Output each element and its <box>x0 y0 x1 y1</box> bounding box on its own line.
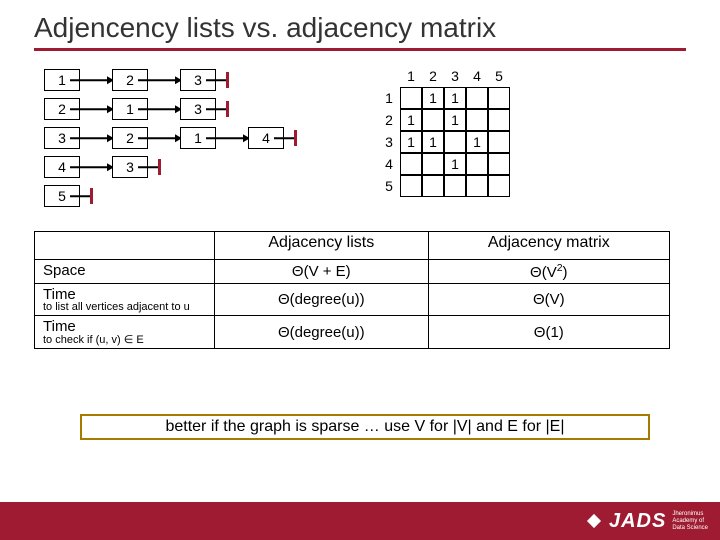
note-box: better if the graph is sparse … use V fo… <box>80 414 650 440</box>
adjacency-list-row: 3214 <box>44 127 308 149</box>
arrow-icon <box>148 127 180 149</box>
logo: JADS Jheronimus Academy of Data Science <box>589 510 708 533</box>
table-row-header: Timeto list all vertices adjacent to u <box>35 284 215 316</box>
matrix-cell <box>422 153 444 175</box>
table-cell: Θ(V) <box>428 284 669 316</box>
arrow-icon <box>80 127 112 149</box>
table-blank-header <box>35 232 215 260</box>
matrix-col-header: 3 <box>444 65 466 87</box>
matrix-cell <box>444 175 466 197</box>
matrix-cell <box>466 87 488 109</box>
list-terminator-icon <box>216 98 240 120</box>
matrix-cell: 1 <box>444 87 466 109</box>
matrix-cell: 1 <box>422 87 444 109</box>
matrix-cell <box>488 153 510 175</box>
logo-tagline: Jheronimus Academy of Data Science <box>672 511 708 532</box>
matrix-cell <box>466 109 488 131</box>
footer-bar: JADS Jheronimus Academy of Data Science <box>0 502 720 540</box>
matrix-cell: 1 <box>444 153 466 175</box>
list-terminator-icon <box>284 127 308 149</box>
matrix-col-header: 2 <box>422 65 444 87</box>
adjacency-list-row: 213 <box>44 98 308 120</box>
matrix-col-header: 1 <box>400 65 422 87</box>
matrix-row-header: 2 <box>378 109 400 131</box>
matrix-row-header: 4 <box>378 153 400 175</box>
matrix-cell <box>422 175 444 197</box>
comparison-table: Adjacency listsAdjacency matrix SpaceΘ(V … <box>34 231 670 349</box>
list-terminator-icon <box>216 69 240 91</box>
arrow-icon <box>80 98 112 120</box>
matrix-cell: 1 <box>422 131 444 153</box>
list-terminator-icon <box>80 185 104 207</box>
table-cell: Θ(1) <box>428 316 669 349</box>
matrix-cell <box>400 87 422 109</box>
matrix-cell <box>488 175 510 197</box>
table-row-header: Timeto check if (u, v) ∈ E <box>35 316 215 349</box>
matrix-row-header: 3 <box>378 131 400 153</box>
matrix-row-header: 5 <box>378 175 400 197</box>
matrix-cell <box>400 175 422 197</box>
table-col-header: Adjacency lists <box>215 232 429 260</box>
arrow-icon <box>148 98 180 120</box>
matrix-cell <box>400 153 422 175</box>
matrix-cell: 1 <box>400 131 422 153</box>
matrix-cell <box>488 131 510 153</box>
table-cell: Θ(V + E) <box>215 260 429 284</box>
matrix-col-header: 5 <box>488 65 510 87</box>
table-cell: Θ(degree(u)) <box>215 284 429 316</box>
matrix-cell <box>466 175 488 197</box>
title-rule <box>34 48 686 51</box>
matrix-col-header: 4 <box>466 65 488 87</box>
adjacency-list-row: 43 <box>44 156 308 178</box>
logo-text: JADS <box>609 510 666 533</box>
arrow-icon <box>80 69 112 91</box>
table-cell: Θ(degree(u)) <box>215 316 429 349</box>
adjacency-list-row: 5 <box>44 185 308 207</box>
matrix-cell <box>466 153 488 175</box>
adjacency-matrix: 123451112113111415 <box>378 65 510 207</box>
arrow-icon <box>216 127 248 149</box>
diagrams-row: 1232133214435 123451112113111415 <box>44 69 686 207</box>
matrix-cell: 1 <box>466 131 488 153</box>
logo-icon <box>587 514 601 528</box>
list-terminator-icon <box>148 156 172 178</box>
arrow-icon <box>148 69 180 91</box>
adjacency-list: 123 213 3214 43 5 <box>44 69 308 207</box>
matrix-corner <box>378 65 400 87</box>
table-cell: Θ(V2) <box>428 260 669 284</box>
matrix-cell: 1 <box>400 109 422 131</box>
matrix-row-header: 1 <box>378 87 400 109</box>
slide-title: Adjencency lists vs. adjacency matrix <box>34 12 686 44</box>
matrix-cell <box>488 87 510 109</box>
table-row-header: Space <box>35 260 215 284</box>
table-col-header: Adjacency matrix <box>428 232 669 260</box>
matrix-cell <box>444 131 466 153</box>
matrix-cell <box>422 109 444 131</box>
matrix-cell: 1 <box>444 109 466 131</box>
arrow-icon <box>80 156 112 178</box>
adjacency-list-row: 123 <box>44 69 308 91</box>
matrix-cell <box>488 109 510 131</box>
